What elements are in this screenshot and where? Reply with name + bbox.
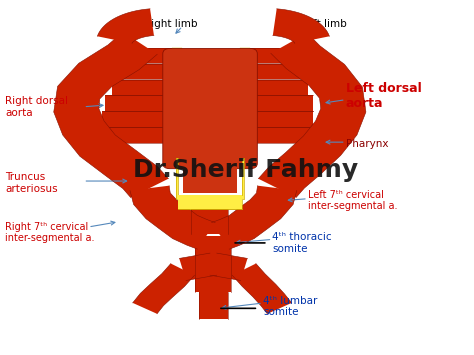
FancyBboxPatch shape bbox=[167, 80, 177, 95]
Polygon shape bbox=[258, 33, 366, 197]
Text: Left limb: Left limb bbox=[301, 19, 346, 29]
Polygon shape bbox=[195, 236, 231, 293]
FancyBboxPatch shape bbox=[169, 64, 178, 79]
FancyBboxPatch shape bbox=[166, 95, 175, 111]
FancyBboxPatch shape bbox=[243, 127, 252, 143]
Polygon shape bbox=[133, 48, 178, 63]
FancyBboxPatch shape bbox=[240, 48, 250, 63]
Polygon shape bbox=[273, 9, 329, 43]
Polygon shape bbox=[191, 209, 228, 234]
Polygon shape bbox=[178, 195, 242, 209]
Polygon shape bbox=[246, 64, 301, 79]
Polygon shape bbox=[199, 293, 228, 319]
Text: 4ᵗʰ thoracic
somite: 4ᵗʰ thoracic somite bbox=[273, 232, 332, 254]
Polygon shape bbox=[211, 186, 297, 249]
FancyBboxPatch shape bbox=[166, 111, 175, 127]
Text: Left dorsal
aorta: Left dorsal aorta bbox=[346, 82, 421, 110]
Text: Truncus
arteriosus: Truncus arteriosus bbox=[5, 172, 58, 193]
Text: Right 7ᵗʰ cervical
inter-segmental a.: Right 7ᵗʰ cervical inter-segmental a. bbox=[5, 222, 95, 243]
Polygon shape bbox=[133, 263, 194, 314]
Text: Dr.Sherif Fahmy: Dr.Sherif Fahmy bbox=[133, 158, 358, 182]
Polygon shape bbox=[246, 127, 310, 143]
FancyBboxPatch shape bbox=[243, 80, 252, 95]
Polygon shape bbox=[112, 80, 173, 95]
Polygon shape bbox=[130, 186, 215, 249]
Polygon shape bbox=[175, 158, 244, 209]
FancyBboxPatch shape bbox=[242, 64, 251, 79]
FancyBboxPatch shape bbox=[244, 111, 253, 127]
Polygon shape bbox=[244, 48, 292, 63]
Polygon shape bbox=[210, 253, 247, 280]
Polygon shape bbox=[105, 95, 172, 111]
Text: 4ᵗʰ lumbar
somite: 4ᵗʰ lumbar somite bbox=[263, 296, 318, 317]
FancyBboxPatch shape bbox=[172, 48, 182, 63]
FancyBboxPatch shape bbox=[244, 95, 253, 111]
Text: Left 7ᵗʰ cervical
inter-segmental a.: Left 7ᵗʰ cervical inter-segmental a. bbox=[308, 190, 397, 211]
Polygon shape bbox=[54, 32, 168, 197]
Polygon shape bbox=[247, 111, 313, 127]
Polygon shape bbox=[232, 263, 292, 314]
Text: Pharynx: Pharynx bbox=[346, 139, 388, 149]
Polygon shape bbox=[247, 95, 313, 111]
Text: Right limb: Right limb bbox=[144, 19, 198, 29]
Polygon shape bbox=[97, 9, 154, 43]
Polygon shape bbox=[246, 80, 308, 95]
Polygon shape bbox=[121, 64, 174, 79]
Text: Aortic
Sac: Aortic Sac bbox=[181, 144, 213, 165]
Text: Right dorsal
aorta: Right dorsal aorta bbox=[5, 96, 68, 118]
FancyBboxPatch shape bbox=[163, 48, 257, 169]
Polygon shape bbox=[102, 111, 172, 127]
Polygon shape bbox=[179, 253, 217, 280]
Polygon shape bbox=[182, 158, 237, 193]
FancyBboxPatch shape bbox=[167, 127, 177, 143]
Polygon shape bbox=[107, 127, 173, 143]
